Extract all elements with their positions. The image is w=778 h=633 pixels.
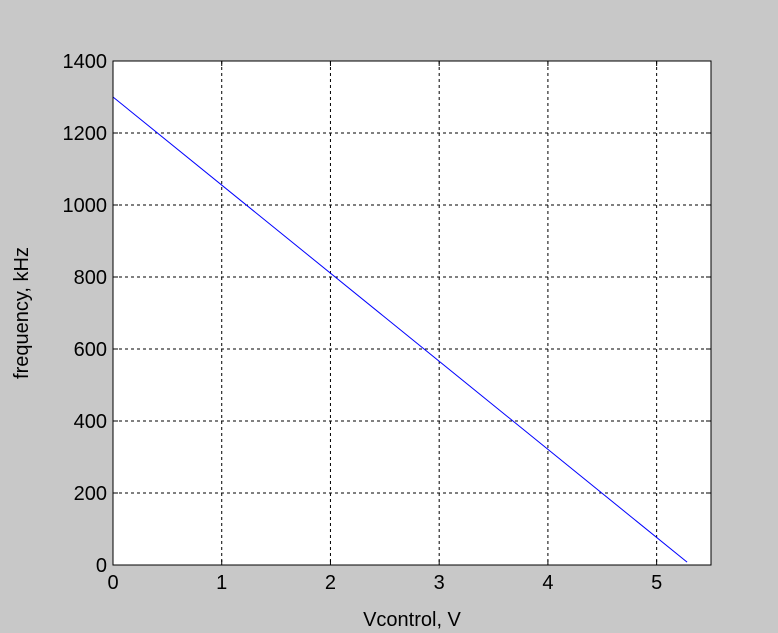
x-tick-label: 1 [216, 572, 227, 594]
axes-background [113, 61, 711, 565]
x-tick-labels: 0 1 2 3 4 5 [107, 572, 662, 594]
y-tick-label: 800 [74, 267, 107, 289]
series-group [112, 96, 688, 563]
series-line [112, 96, 688, 563]
x-tick-label: 3 [434, 572, 445, 594]
y-tick-label: 1000 [63, 195, 108, 217]
x-tick-label: 4 [542, 572, 553, 594]
y-tick-label: 400 [74, 411, 107, 433]
y-axis-label: frequency, kHz [11, 247, 33, 379]
y-tick-label: 1400 [63, 51, 108, 73]
x-axis-label: Vcontrol, V [363, 609, 461, 631]
y-tick-label: 0 [96, 555, 107, 577]
x-tick-label: 0 [107, 572, 118, 594]
grid-lines [113, 61, 711, 565]
y-tick-label: 1200 [63, 123, 108, 145]
y-tick-labels: 0 200 400 600 800 1000 1200 1400 [63, 51, 108, 577]
x-tick-label: 5 [651, 572, 662, 594]
axes-frame [112, 60, 712, 566]
y-tick-label: 200 [74, 483, 107, 505]
y-tick-label: 600 [74, 339, 107, 361]
x-tick-label: 2 [325, 572, 336, 594]
